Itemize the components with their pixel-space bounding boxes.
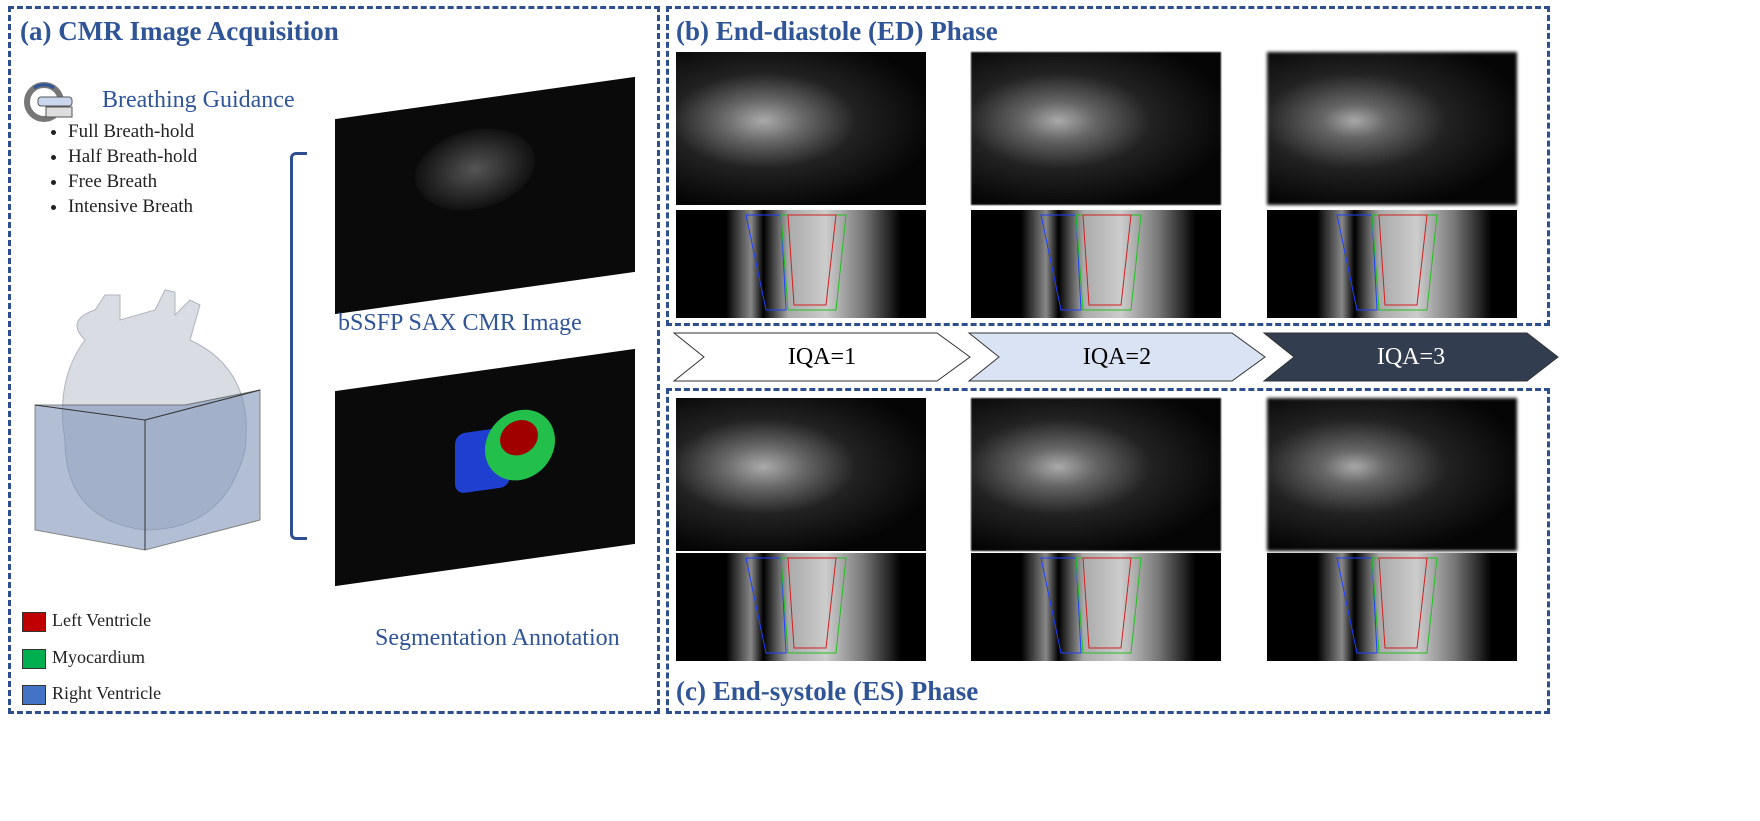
legend-myocardium: Myocardium (22, 647, 145, 669)
legend-swatch (22, 648, 46, 669)
es-long-axis-strip-iqa-3 (1267, 553, 1517, 661)
ed-sax-image-iqa-3 (1267, 52, 1517, 205)
iqa-2-label: IQA=2 (1082, 344, 1152, 370)
panel-b (666, 6, 1550, 326)
iqa-2-arrow (967, 332, 1266, 382)
guidance-list: Full Breath-hold Half Breath-hold Free B… (38, 118, 197, 221)
ed-long-axis-strip-iqa-1 (676, 210, 926, 318)
mri-scanner-icon (24, 80, 86, 129)
guidance-item: Free Breath (68, 171, 197, 193)
ed-long-axis-strip-iqa-3 (1267, 210, 1517, 318)
panel-a (8, 6, 660, 714)
iqa-1-arrow (672, 332, 971, 382)
es-long-axis-strip-iqa-1 (676, 553, 926, 661)
iqa-3-label: IQA=3 (1376, 344, 1446, 370)
ed-sax-image-iqa-2 (971, 52, 1221, 205)
es-long-axis-strip-iqa-2 (971, 553, 1221, 661)
guidance-item: Intensive Breath (68, 196, 197, 218)
breathing-guidance-title: Breathing Guidance (102, 87, 295, 113)
panel-c (666, 388, 1550, 714)
bracket (290, 152, 307, 540)
iqa-1-label: IQA=1 (787, 344, 857, 370)
legend-swatch (22, 684, 46, 705)
guidance-item: Half Breath-hold (68, 146, 197, 168)
panel-a-title: (a) CMR Image Acquisition (20, 16, 339, 46)
legend-label: Myocardium (52, 647, 145, 667)
legend-label: Left Ventricle (52, 610, 152, 630)
guidance-item: Full Breath-hold (68, 121, 197, 143)
es-sax-image-iqa-1 (676, 398, 926, 551)
iqa-3-arrow (1262, 332, 1559, 382)
legend-right-ventricle: Right Ventricle (22, 683, 161, 705)
es-sax-image-iqa-3 (1267, 398, 1517, 551)
heart-3d-illustration (25, 280, 285, 565)
cmr-image-label: bSSFP SAX CMR Image (338, 310, 582, 336)
segmentation-label: Segmentation Annotation (375, 625, 620, 651)
legend-label: Right Ventricle (52, 683, 162, 703)
ed-sax-image-iqa-1 (676, 52, 926, 205)
legend-swatch (22, 611, 46, 632)
legend-left-ventricle: Left Ventricle (22, 610, 151, 632)
panel-b-title: (b) End-diastole (ED) Phase (676, 16, 998, 46)
es-sax-image-iqa-2 (971, 398, 1221, 551)
ed-long-axis-strip-iqa-2 (971, 210, 1221, 318)
panel-c-title: (c) End-systole (ES) Phase (676, 676, 979, 706)
